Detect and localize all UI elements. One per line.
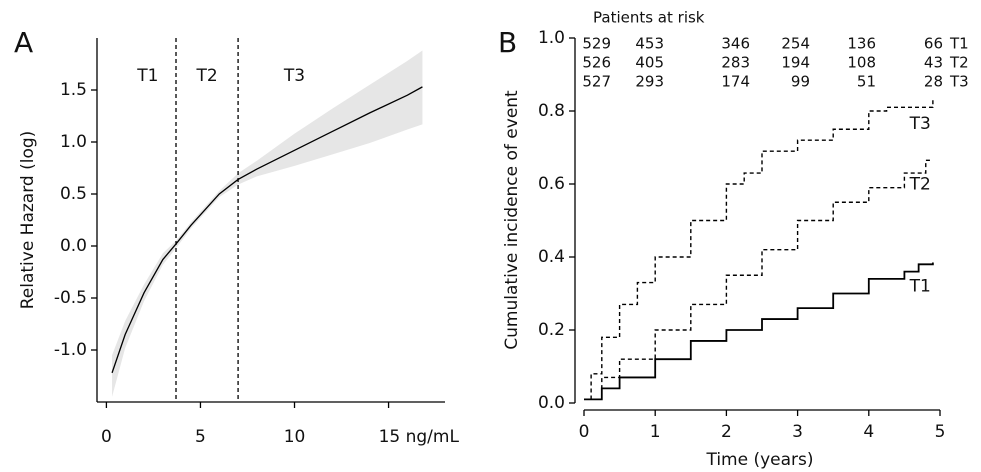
at-risk-count: 283 (721, 54, 750, 72)
x-tick-label: 5 (935, 422, 946, 442)
panel-letter: A (14, 26, 33, 59)
series-label: T3 (909, 114, 931, 134)
at-risk-count: 529 (582, 35, 611, 53)
y-tick-label: 1.0 (538, 28, 565, 48)
y-tick-label: 0.0 (60, 236, 87, 256)
y-tick-label: 0.6 (538, 174, 565, 194)
at-risk-count: 526 (582, 54, 611, 72)
x-tick-label: 0 (579, 422, 590, 442)
x-tick-label: 1 (650, 422, 661, 442)
at-risk-label: T2 (949, 54, 969, 72)
at-risk-count: 43 (924, 54, 943, 72)
at-risk-count: 194 (781, 54, 810, 72)
at-risk-count: 254 (781, 35, 810, 53)
y-tick-label: 0.8 (538, 101, 565, 121)
cumulative-incidence-line (584, 100, 934, 401)
x-axis-title: Time (years) (705, 450, 813, 470)
panel-letter: B (498, 26, 517, 59)
x-tick-label: 4 (863, 422, 874, 442)
x-tick-label: 2 (721, 422, 732, 442)
y-tick-label: 1.5 (60, 80, 87, 100)
y-tick-label: 0.4 (538, 247, 565, 267)
at-risk-count: 99 (791, 73, 810, 91)
at-risk-count: 136 (847, 35, 876, 53)
x-tick-label: 10 (284, 427, 306, 447)
x-tick-label: 0 (101, 427, 112, 447)
series-label: T1 (909, 276, 931, 296)
x-tick-label: 3 (792, 422, 803, 442)
cumulative-incidence-line (584, 159, 933, 401)
at-risk-count: 108 (847, 54, 876, 72)
region-label: T3 (283, 66, 305, 86)
at-risk-label: T1 (949, 35, 969, 53)
series-label: T2 (909, 174, 931, 194)
at-risk-count: 527 (582, 73, 611, 91)
at-risk-count: 66 (924, 35, 943, 53)
cumulative-incidence-line (584, 262, 934, 401)
risk-table-title: Patients at risk (593, 9, 705, 27)
y-axis-title: Relative Hazard (log) (18, 131, 38, 310)
at-risk-count: 293 (635, 73, 664, 91)
y-tick-label: -0.5 (54, 288, 87, 308)
at-risk-count: 346 (721, 35, 750, 53)
confidence-band (112, 50, 423, 397)
y-axis-title: Cumulative incidence of event (502, 90, 522, 350)
y-tick-label: 0.5 (60, 184, 87, 204)
x-tick-label: 5 (195, 427, 206, 447)
y-tick-label: 1.0 (60, 132, 87, 152)
hazard-curve (111, 86, 423, 374)
x-tick-label: 15 ng/mL (379, 427, 460, 447)
y-tick-label: 0.0 (538, 393, 565, 413)
region-label: T2 (195, 66, 217, 86)
region-label: T1 (136, 66, 158, 86)
at-risk-count: 174 (721, 73, 750, 91)
y-tick-label: -1.0 (54, 340, 87, 360)
at-risk-label: T3 (949, 73, 969, 91)
at-risk-count: 51 (857, 73, 876, 91)
y-tick-label: 0.2 (538, 320, 565, 340)
at-risk-count: 453 (635, 35, 664, 53)
at-risk-count: 28 (924, 73, 943, 91)
at-risk-count: 405 (635, 54, 664, 72)
